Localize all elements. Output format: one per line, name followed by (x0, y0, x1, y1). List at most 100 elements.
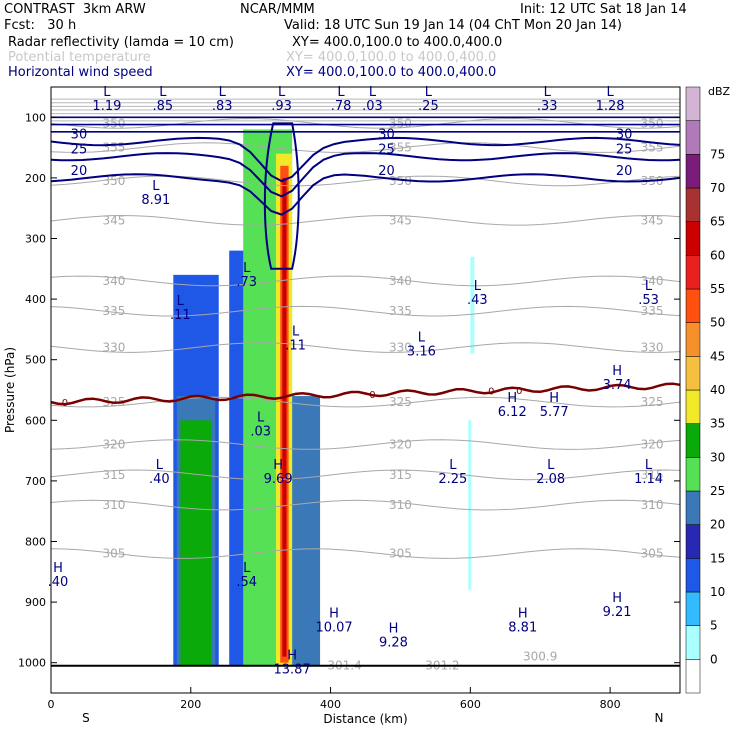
theta-isoline-label: 355 (102, 141, 125, 155)
theta-isoline (50, 439, 681, 450)
theta-isoline-label: 350 (102, 174, 125, 188)
extremum-type-label: H (612, 364, 622, 379)
wind-isoline-label: 25 (71, 143, 88, 158)
extremum-value-label: 1.28 (596, 99, 625, 114)
extremum-type-label: H (273, 458, 283, 473)
extremum-type-label: H (287, 649, 297, 664)
extremum-value-label: 3.16 (407, 345, 436, 360)
theta-isoline-label: 315 (102, 468, 125, 482)
reflectivity-region-8 (282, 177, 287, 657)
colorbar-swatch (685, 591, 701, 626)
theta-isoline-label: 350 (389, 116, 412, 130)
extremum-type-label: L (547, 458, 555, 473)
extremum-type-label: L (159, 85, 167, 100)
x-tick-label: 600 (460, 698, 481, 711)
extremum-value-label: 2.08 (536, 472, 565, 487)
theta-isoline-label: 350 (641, 116, 664, 130)
extremum-type-label: L (369, 85, 377, 100)
theta-isoline-label: 325 (641, 395, 664, 409)
theta-isoline-label: 310 (389, 498, 412, 512)
wind-isoline (263, 122, 300, 270)
extremum-type-label: L (337, 85, 345, 100)
theta-isoline-label: 320 (102, 438, 125, 452)
theta-isoline (50, 342, 681, 353)
wind-isoline (50, 173, 681, 216)
extremum-type-label: L (645, 458, 653, 473)
extremum-type-label: H (53, 561, 63, 576)
theta-isoline (50, 175, 681, 187)
colorbar-swatch (685, 255, 701, 290)
extremum-type-label: L (449, 458, 457, 473)
extremum-type-label: L (177, 294, 185, 309)
field-name-wind: Horizontal wind speed (8, 65, 153, 80)
colorbar-label: 50 (710, 316, 725, 330)
theta-isoline (50, 469, 681, 481)
reflectivity-region-2 (180, 420, 212, 666)
model-title: CONTRAST 3km ARW (4, 2, 146, 17)
colorbar-unit: dBZ (708, 85, 731, 98)
theta-isoline-label: 335 (389, 304, 412, 318)
colorbar-label: 60 (710, 248, 725, 262)
colorbar-swatch (685, 659, 701, 694)
wind-isoline-label: 20 (71, 164, 88, 179)
colorbar-swatch (685, 423, 701, 458)
extremum-value-label: 2.25 (438, 472, 467, 487)
extremum-type-label: H (518, 606, 528, 621)
colorbar-label: 40 (710, 383, 725, 397)
theta-isoline (50, 396, 681, 408)
extremum-value-label: 9.28 (379, 635, 408, 650)
y-tick-label: 1000 (18, 657, 46, 670)
extremum-value-label: .85 (152, 99, 173, 114)
extremum-value-label: .25 (418, 99, 439, 114)
reflectivity-streak (468, 420, 472, 590)
extremum-value-label: .43 (467, 293, 488, 308)
colorbar-swatch (685, 221, 701, 256)
theta-isoline-label: 315 (641, 468, 664, 482)
extremum-type-label: L (292, 325, 300, 340)
wind-isoline-label: 30 (616, 128, 633, 143)
zero-line-label: 0 (488, 387, 494, 398)
extremum-value-label: 8.81 (508, 620, 537, 635)
extremum-value-label: .03 (362, 99, 383, 114)
colorbar-label: 10 (710, 585, 725, 599)
theta-isoline-label: 330 (389, 341, 412, 355)
theta-isoline (50, 142, 681, 153)
wind-isoline (50, 136, 681, 183)
theta-isoline-label: 325 (389, 395, 412, 409)
theta-isoline (50, 275, 681, 287)
y-tick-label: 800 (25, 536, 46, 549)
extremum-value-label: 9.69 (264, 472, 293, 487)
extremum-type-label: H (329, 606, 339, 621)
x-tick-label: 200 (180, 698, 201, 711)
extremum-type-label: L (103, 85, 111, 100)
theta-isoline-label: 345 (389, 213, 412, 227)
extremum-value-label: 1.19 (92, 99, 121, 114)
extremum-value-label: .33 (537, 99, 558, 114)
extremum-type-label: L (645, 279, 653, 294)
extremum-value-label: .73 (236, 275, 257, 290)
extremum-type-label: L (219, 85, 227, 100)
y-tick-label: 100 (25, 111, 46, 124)
field-name-reflectivity: Radar reflectivity (lamda = 10 cm) (8, 35, 234, 50)
extremum-type-label: H (612, 591, 622, 606)
colorbar-label: 0 (710, 652, 718, 666)
extremum-value-label: .40 (48, 575, 69, 590)
y-tick-label: 600 (25, 414, 46, 427)
theta-isoline-label: 315 (389, 468, 412, 482)
colorbar-label: 20 (710, 518, 725, 532)
x-end-label-north: N (655, 711, 664, 725)
extremum-value-label: 6.12 (498, 405, 527, 420)
theta-isoline-label: 345 (102, 213, 125, 227)
extremum-value-label: .93 (271, 99, 292, 114)
valid-time: Valid: 18 UTC Sun 19 Jan 14 (04 ChT Mon … (284, 18, 622, 33)
colorbar-swatch (685, 457, 701, 492)
x-axis-title: Distance (km) (323, 712, 407, 726)
colorbar-swatch (685, 389, 701, 424)
extremum-type-label: L (418, 331, 426, 346)
theta-isoline-label: 350 (389, 174, 412, 188)
extremum-type-label: L (278, 85, 286, 100)
theta-isoline-label: 310 (641, 498, 664, 512)
plot-frame (50, 86, 681, 694)
x-tick-label: 0 (48, 698, 55, 711)
colorbar-label: 35 (710, 417, 725, 431)
